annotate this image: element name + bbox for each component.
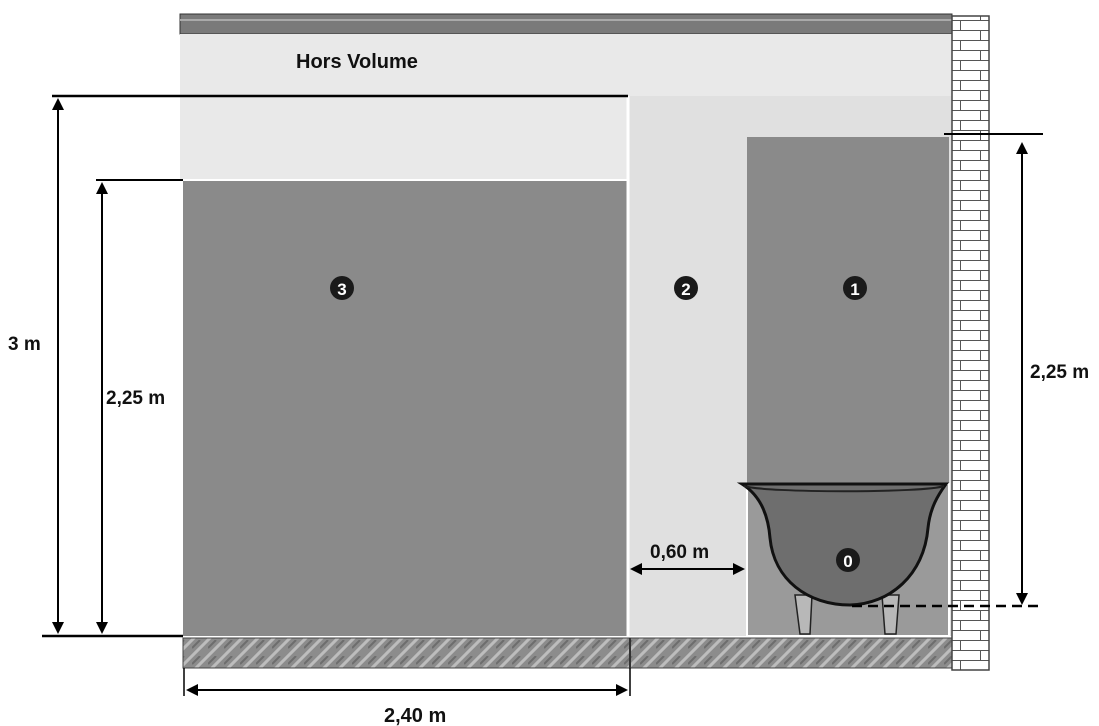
bathtub (736, 482, 949, 607)
svg-text:3: 3 (337, 280, 346, 299)
zone-1-area (747, 137, 949, 484)
svg-text:1: 1 (850, 280, 859, 299)
zone-3-area (183, 180, 628, 636)
height-total-label: 3 m (8, 334, 41, 355)
dimension-zone3-width (183, 668, 631, 696)
dimension-3m (42, 94, 628, 638)
width-zone2-label: 0,60 m (650, 542, 709, 563)
ceiling (179, 13, 953, 35)
svg-text:2: 2 (681, 280, 690, 299)
floor (182, 637, 953, 669)
hors-volume-area (180, 34, 952, 96)
width-zone3-label: 2,40 m (384, 705, 446, 726)
zone-3-badge: 3 (330, 276, 354, 300)
tub-leg-right (881, 594, 900, 635)
hors-volume-label: Hors Volume (296, 51, 418, 73)
brick-wall (951, 15, 990, 671)
upper-left-area (180, 96, 628, 180)
dimension-zone1-height (852, 133, 1043, 608)
zone-2-badge: 2 (674, 276, 698, 300)
height-zone1-label: 2,25 m (1030, 362, 1089, 383)
zone-0-badge: 0 (836, 548, 860, 572)
dimension-zone3-height (96, 179, 183, 634)
height-zone3-label: 2,25 m (106, 388, 165, 409)
zone-1-badge: 1 (843, 276, 867, 300)
svg-text:0: 0 (843, 552, 852, 571)
dimension-zone2-width (630, 563, 745, 575)
